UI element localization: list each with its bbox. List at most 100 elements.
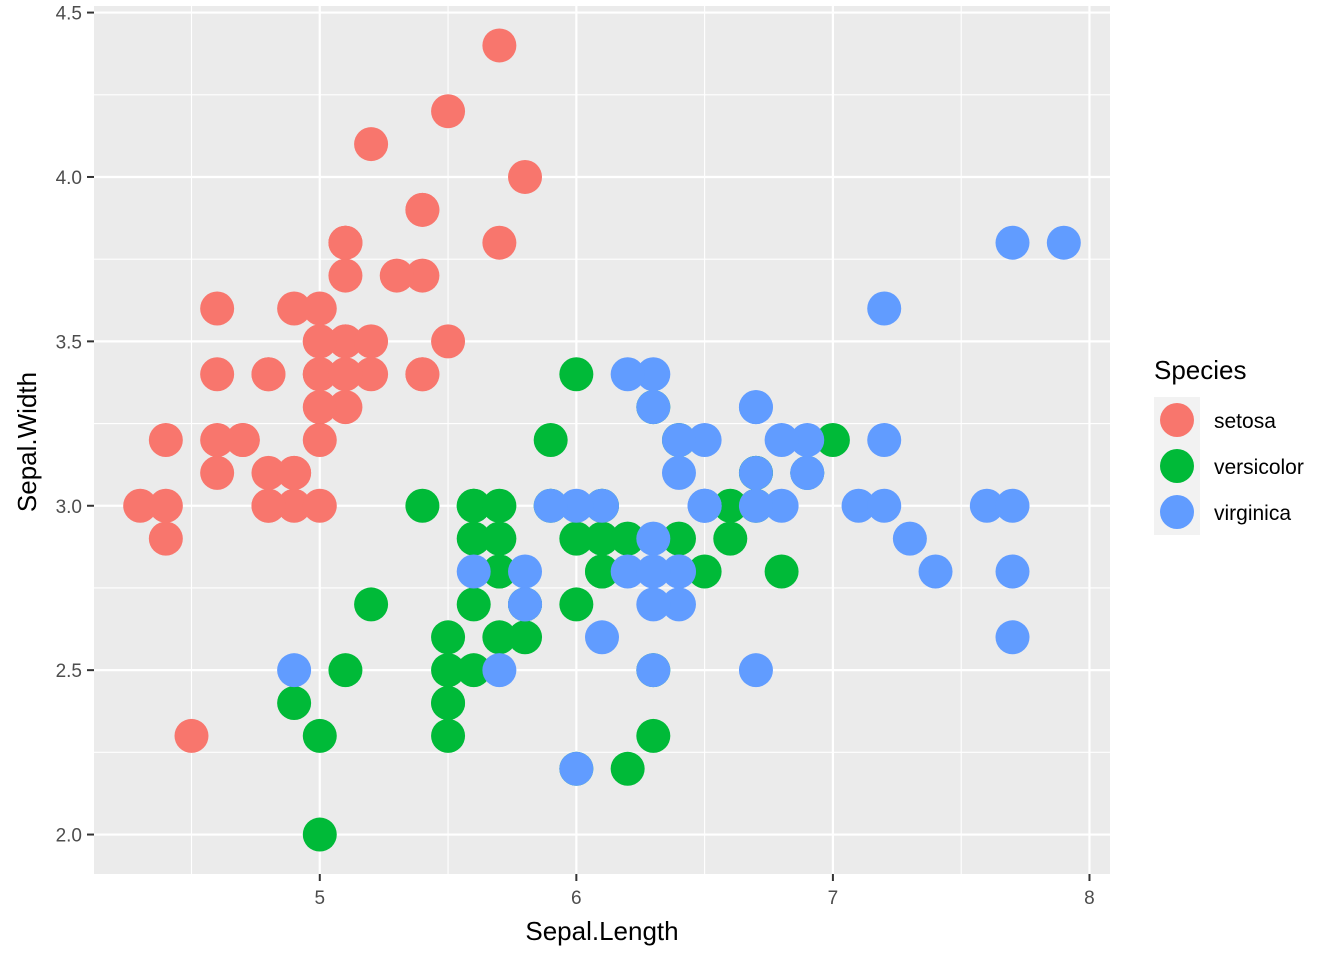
- data-point-virginica: [661, 554, 696, 589]
- data-point-virginica: [508, 587, 543, 622]
- data-point-setosa: [431, 94, 466, 129]
- data-point-setosa: [148, 488, 183, 523]
- data-point-virginica: [585, 620, 619, 655]
- data-point-virginica: [559, 488, 594, 523]
- data-point-versicolor: [354, 587, 389, 622]
- data-point-setosa: [277, 488, 312, 523]
- data-point-virginica: [918, 554, 953, 589]
- data-point-versicolor: [431, 718, 466, 753]
- data-point-virginica: [969, 488, 1004, 523]
- data-point-setosa: [482, 28, 517, 63]
- data-point-setosa: [405, 192, 440, 227]
- data-point-setosa: [405, 357, 440, 392]
- data-point-setosa: [302, 291, 337, 326]
- data-point-setosa: [302, 324, 337, 359]
- data-point-setosa: [225, 423, 260, 457]
- data-point-versicolor: [456, 587, 491, 622]
- data-points: [123, 28, 1081, 852]
- data-point-setosa: [302, 488, 337, 523]
- data-point-versicolor: [713, 521, 748, 556]
- data-point-setosa: [328, 357, 363, 392]
- data-point-virginica: [636, 521, 671, 556]
- data-point-versicolor: [713, 488, 748, 523]
- data-point-versicolor: [431, 686, 466, 721]
- data-point-versicolor: [482, 488, 517, 523]
- data-point-setosa: [251, 357, 286, 392]
- x-tick-label: 5: [314, 888, 325, 909]
- data-point-virginica: [687, 488, 722, 523]
- data-point-versicolor: [559, 357, 594, 392]
- data-point-setosa: [148, 423, 183, 457]
- data-point-versicolor: [456, 521, 491, 556]
- data-point-virginica: [636, 554, 671, 589]
- data-point-versicolor: [764, 554, 799, 589]
- data-point-virginica: [636, 357, 671, 392]
- data-point-versicolor: [456, 488, 491, 523]
- data-point-virginica: [277, 653, 312, 688]
- y-tick-label: 2.0: [56, 826, 82, 847]
- data-point-virginica: [559, 751, 594, 786]
- data-point-setosa: [405, 258, 440, 293]
- y-tick-label: 4.0: [56, 168, 82, 189]
- data-point-versicolor: [482, 554, 517, 589]
- data-point-virginica: [482, 653, 517, 688]
- data-point-setosa: [328, 225, 363, 260]
- data-point-versicolor: [533, 423, 568, 457]
- data-point-setosa: [251, 488, 286, 523]
- data-point-setosa: [302, 357, 337, 392]
- data-point-setosa: [302, 390, 337, 425]
- data-point-versicolor: [559, 521, 594, 556]
- data-point-versicolor: [302, 817, 337, 852]
- data-point-virginica: [995, 620, 1030, 655]
- data-point-virginica: [610, 554, 645, 589]
- data-point-virginica: [738, 653, 773, 688]
- data-point-virginica: [636, 390, 671, 425]
- x-axis-ticks: 5 6 7 8: [314, 874, 1095, 909]
- data-point-setosa: [123, 488, 158, 523]
- data-point-virginica: [661, 423, 696, 457]
- data-point-versicolor: [482, 620, 517, 655]
- data-point-versicolor: [302, 718, 337, 753]
- data-point-virginica: [764, 423, 799, 457]
- data-point-setosa: [328, 258, 363, 293]
- data-point-virginica: [661, 455, 696, 490]
- data-point-virginica: [995, 554, 1030, 589]
- y-axis-ticks: 2.0 2.5 3.0 3.5 4.0 4.5: [56, 4, 94, 847]
- data-point-versicolor: [585, 521, 619, 556]
- data-point-versicolor: [456, 653, 491, 688]
- data-point-virginica: [867, 291, 902, 326]
- data-point-virginica: [636, 653, 671, 688]
- y-tick-label: 2.5: [56, 661, 82, 682]
- data-point-virginica: [841, 488, 876, 523]
- data-point-setosa: [379, 258, 414, 293]
- data-point-virginica: [585, 488, 619, 523]
- data-point-versicolor: [687, 554, 722, 589]
- data-point-versicolor: [610, 751, 645, 786]
- data-point-virginica: [790, 423, 825, 457]
- legend-key-virginica: [1160, 495, 1194, 529]
- data-point-setosa: [200, 291, 235, 326]
- legend: Species setosa versicolor virginica: [1154, 355, 1304, 535]
- data-point-versicolor: [559, 587, 594, 622]
- data-point-virginica: [738, 455, 773, 490]
- plot-panel: [94, 6, 1110, 874]
- data-point-setosa: [508, 159, 543, 194]
- data-point-versicolor: [610, 521, 645, 556]
- data-point-setosa: [251, 455, 286, 490]
- data-point-virginica: [610, 357, 645, 392]
- data-point-setosa: [431, 324, 466, 359]
- legend-key-versicolor: [1160, 449, 1194, 483]
- data-point-setosa: [354, 357, 389, 392]
- data-point-virginica: [1046, 225, 1081, 260]
- data-point-virginica: [738, 488, 773, 523]
- x-axis-title: Sepal.Length: [525, 916, 678, 946]
- data-point-virginica: [867, 488, 902, 523]
- data-point-virginica: [892, 521, 927, 556]
- data-point-setosa: [148, 521, 183, 556]
- data-point-virginica: [764, 488, 799, 523]
- data-point-setosa: [200, 423, 235, 457]
- data-point-setosa: [174, 718, 209, 753]
- data-point-setosa: [200, 357, 235, 392]
- data-point-virginica: [687, 423, 722, 457]
